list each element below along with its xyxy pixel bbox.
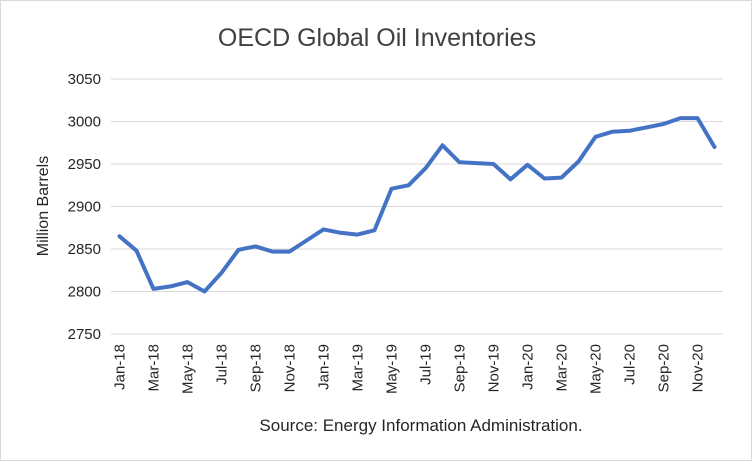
x-tick-label: Mar-19: [350, 344, 367, 392]
x-axis-ticks: Jan-18 Mar-18 May-18 Jul-18 Sep-18 Nov-18 Jan-…: [112, 344, 707, 394]
x-tick-label: Jul-19: [418, 344, 435, 385]
x-tick-label: Sep-19: [452, 344, 469, 392]
x-tick-label: Jan-18: [112, 344, 129, 390]
x-tick-label: Jan-19: [316, 344, 333, 390]
y-tick-label: 2900: [68, 199, 101, 216]
y-tick-label: 2750: [68, 326, 101, 343]
x-tick-label: Sep-20: [656, 344, 673, 392]
y-tick-label: 2950: [68, 156, 101, 173]
y-tick-label: 2800: [68, 284, 101, 301]
source-note: Source: Energy Information Administratio…: [259, 416, 582, 435]
gridlines: [111, 78, 723, 335]
x-tick-label: Nov-18: [282, 344, 299, 392]
series-line-inventories: [117, 116, 717, 294]
x-tick-label: Mar-18: [146, 344, 163, 392]
x-tick-label: May-20: [588, 344, 605, 394]
x-tick-label: Jul-18: [214, 344, 231, 385]
x-tick-label: Nov-19: [486, 344, 503, 392]
x-tick-label: Nov-20: [690, 344, 707, 392]
x-tick-label: Mar-20: [554, 344, 571, 392]
y-tick-label: 3000: [68, 114, 101, 131]
y-axis-ticks: 2750 2800 2850 2900 2950 3000 3050: [68, 71, 101, 343]
x-tick-label: May-19: [384, 344, 401, 394]
x-tick-label: Jul-20: [622, 344, 639, 385]
x-tick-label: Jan-20: [520, 344, 537, 390]
y-tick-label: 3050: [68, 71, 101, 88]
x-tick-label: May-18: [180, 344, 197, 394]
x-tick-label: Sep-18: [248, 344, 265, 392]
y-tick-label: 2850: [68, 241, 101, 258]
chart-title: OECD Global Oil Inventories: [218, 24, 536, 52]
y-axis-label: Million Barrels: [35, 156, 52, 256]
